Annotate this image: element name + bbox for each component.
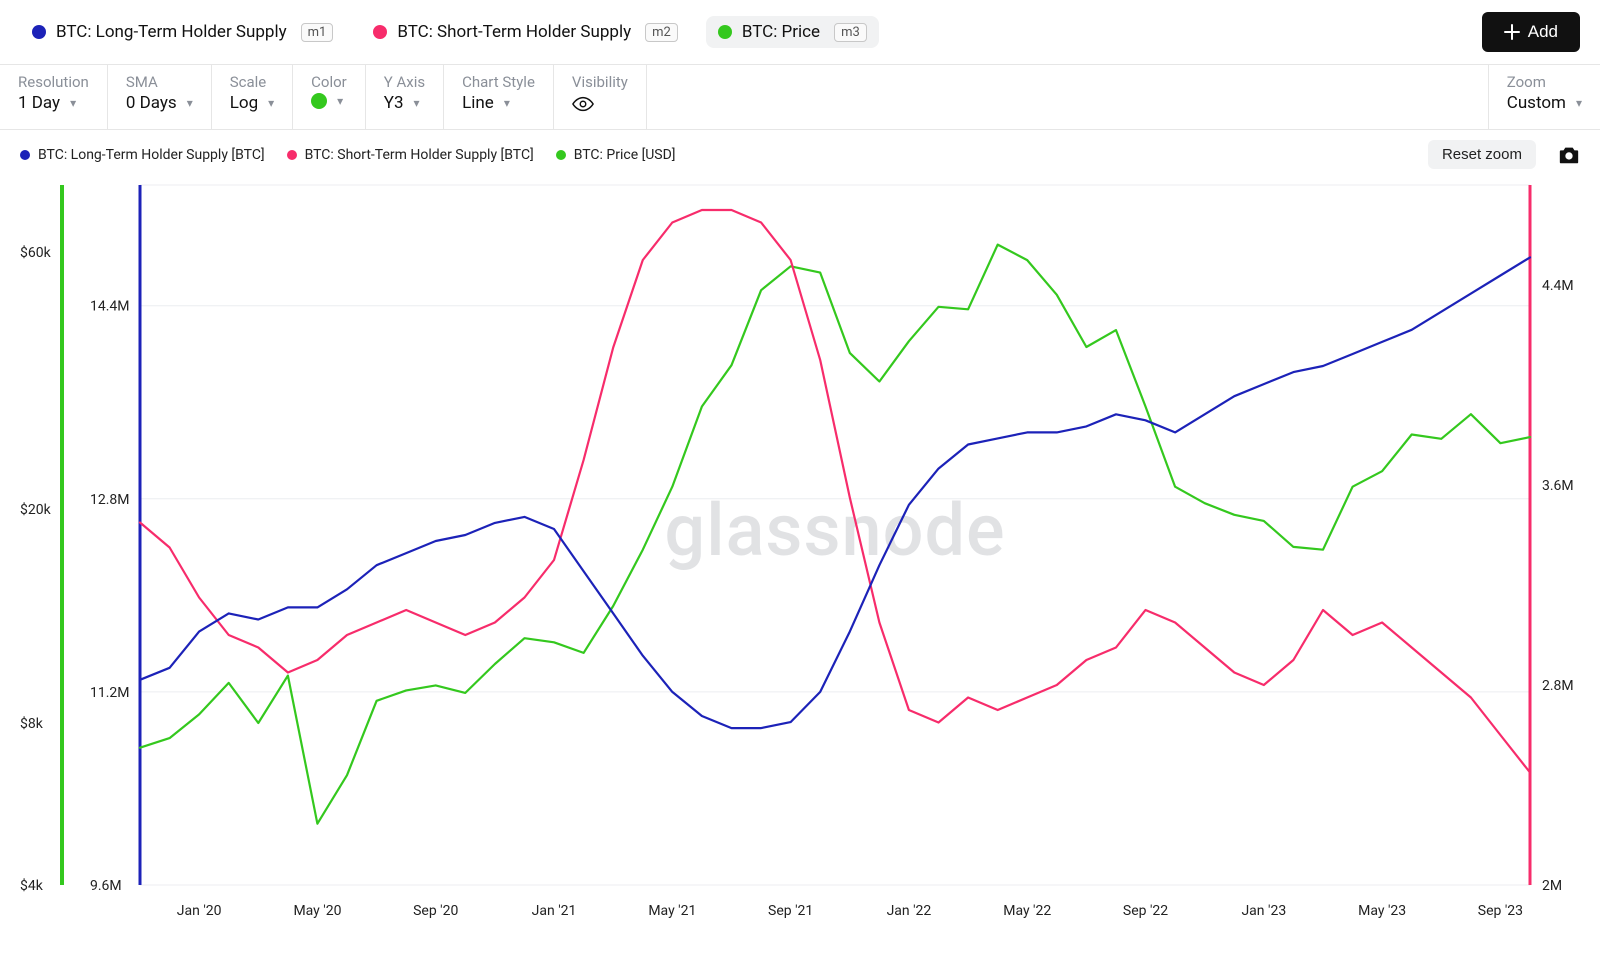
chevron-down-icon: ▾ (414, 96, 420, 110)
add-button-label: Add (1528, 22, 1558, 42)
svg-text:Jan '22: Jan '22 (887, 903, 932, 919)
svg-text:14.4M: 14.4M (90, 299, 130, 315)
control-yaxis[interactable]: Y Axis Y3 ▾ (366, 65, 444, 129)
control-chart-style[interactable]: Chart Style Line ▾ (444, 65, 554, 129)
control-color[interactable]: Color ▾ (293, 65, 366, 129)
legend-item-price[interactable]: BTC: Price [USD] (556, 147, 676, 163)
metric-pill-label: BTC: Long-Term Holder Supply (56, 22, 287, 42)
legend-dot-icon (556, 150, 566, 160)
chevron-down-icon: ▾ (187, 96, 193, 110)
series-dot-icon (32, 25, 46, 39)
chevron-down-icon: ▾ (1576, 96, 1582, 110)
chevron-down-icon: ▾ (70, 96, 76, 110)
color-swatch-icon (311, 93, 327, 109)
svg-text:Sep '23: Sep '23 (1478, 903, 1523, 919)
legend-item-lth[interactable]: BTC: Long-Term Holder Supply [BTC] (20, 147, 265, 163)
line-chart[interactable]: Jan '20 May '20 Sep '20 Jan '21 May '21 Sep '… (20, 175, 1580, 935)
control-value: 0 Days (126, 93, 177, 113)
svg-text:Sep '20: Sep '20 (413, 903, 458, 919)
control-value: Custom (1507, 93, 1566, 113)
legend-item-label: BTC: Price [USD] (574, 147, 676, 163)
svg-text:2M: 2M (1542, 878, 1562, 894)
metric-pill-label: BTC: Short-Term Holder Supply (397, 22, 631, 42)
legend-item-label: BTC: Long-Term Holder Supply [BTC] (38, 147, 265, 163)
chevron-down-icon: ▾ (337, 94, 343, 108)
svg-text:Jan '20: Jan '20 (177, 903, 222, 919)
control-sma[interactable]: SMA 0 Days ▾ (108, 65, 212, 129)
svg-text:3.6M: 3.6M (1542, 478, 1574, 494)
control-label: Chart Style (462, 73, 535, 91)
control-visibility[interactable]: Visibility (554, 65, 647, 129)
svg-text:12.8M: 12.8M (90, 492, 130, 508)
legend-dot-icon (20, 150, 30, 160)
plus-icon (1504, 24, 1520, 40)
legend-dot-icon (287, 150, 297, 160)
chevron-down-icon: ▾ (268, 96, 274, 110)
svg-text:4.4M: 4.4M (1542, 278, 1574, 294)
control-value: Line (462, 93, 494, 113)
control-scale[interactable]: Scale Log ▾ (212, 65, 293, 129)
control-value: Log (230, 93, 258, 113)
svg-text:9.6M: 9.6M (90, 878, 122, 894)
metric-pill-lth[interactable]: BTC: Long-Term Holder Supply m1 (20, 16, 345, 48)
control-label: SMA (126, 73, 193, 91)
metric-pill-sth[interactable]: BTC: Short-Term Holder Supply m2 (361, 16, 689, 48)
control-value: Y3 (384, 93, 404, 113)
control-label: Resolution (18, 73, 89, 91)
chart-container: Jan '20 May '20 Sep '20 Jan '21 May '21 Sep '… (0, 169, 1600, 955)
control-value: 1 Day (18, 93, 60, 113)
eye-icon (572, 93, 594, 115)
reset-zoom-button[interactable]: Reset zoom (1428, 140, 1536, 169)
svg-text:Sep '21: Sep '21 (768, 903, 813, 919)
svg-text:$60k: $60k (20, 244, 52, 261)
metric-pill-label: BTC: Price (742, 22, 820, 42)
kbd-hint: m2 (645, 23, 678, 42)
svg-text:Jan '23: Jan '23 (1241, 903, 1286, 919)
reset-zoom-label: Reset zoom (1442, 146, 1522, 163)
metric-pill-bar: BTC: Long-Term Holder Supply m1 BTC: Sho… (0, 0, 1600, 64)
control-label: Scale (230, 73, 274, 91)
metric-pill-price[interactable]: BTC: Price m3 (706, 16, 879, 48)
add-button[interactable]: Add (1482, 12, 1580, 52)
camera-icon[interactable] (1558, 145, 1580, 165)
legend-item-label: BTC: Short-Term Holder Supply [BTC] (305, 147, 534, 163)
control-label: Visibility (572, 73, 628, 91)
svg-text:$20k: $20k (20, 501, 52, 518)
series-dot-icon (373, 25, 387, 39)
svg-text:May '20: May '20 (293, 903, 341, 919)
svg-text:$8k: $8k (20, 715, 44, 732)
chart-legend-bar: BTC: Long-Term Holder Supply [BTC] BTC: … (0, 130, 1600, 169)
svg-text:May '23: May '23 (1358, 903, 1406, 919)
svg-text:May '21: May '21 (648, 903, 696, 919)
legend-item-sth[interactable]: BTC: Short-Term Holder Supply [BTC] (287, 147, 534, 163)
control-zoom[interactable]: Zoom Custom ▾ (1488, 65, 1600, 129)
svg-text:Sep '22: Sep '22 (1123, 903, 1168, 919)
control-resolution[interactable]: Resolution 1 Day ▾ (0, 65, 108, 129)
chevron-down-icon: ▾ (504, 96, 510, 110)
svg-text:glassnode: glassnode (664, 488, 1005, 573)
svg-text:Jan '21: Jan '21 (532, 903, 577, 919)
svg-text:$4k: $4k (20, 877, 44, 894)
kbd-hint: m1 (301, 23, 334, 42)
control-label: Color (311, 73, 347, 91)
svg-text:May '22: May '22 (1003, 903, 1051, 919)
control-label: Zoom (1507, 73, 1582, 91)
svg-text:2.8M: 2.8M (1542, 678, 1574, 694)
svg-text:11.2M: 11.2M (90, 685, 130, 701)
controls-strip: Resolution 1 Day ▾ SMA 0 Days ▾ Scale Log ▾… (0, 64, 1600, 130)
control-label: Y Axis (384, 73, 425, 91)
kbd-hint: m3 (834, 23, 867, 42)
series-dot-icon (718, 25, 732, 39)
